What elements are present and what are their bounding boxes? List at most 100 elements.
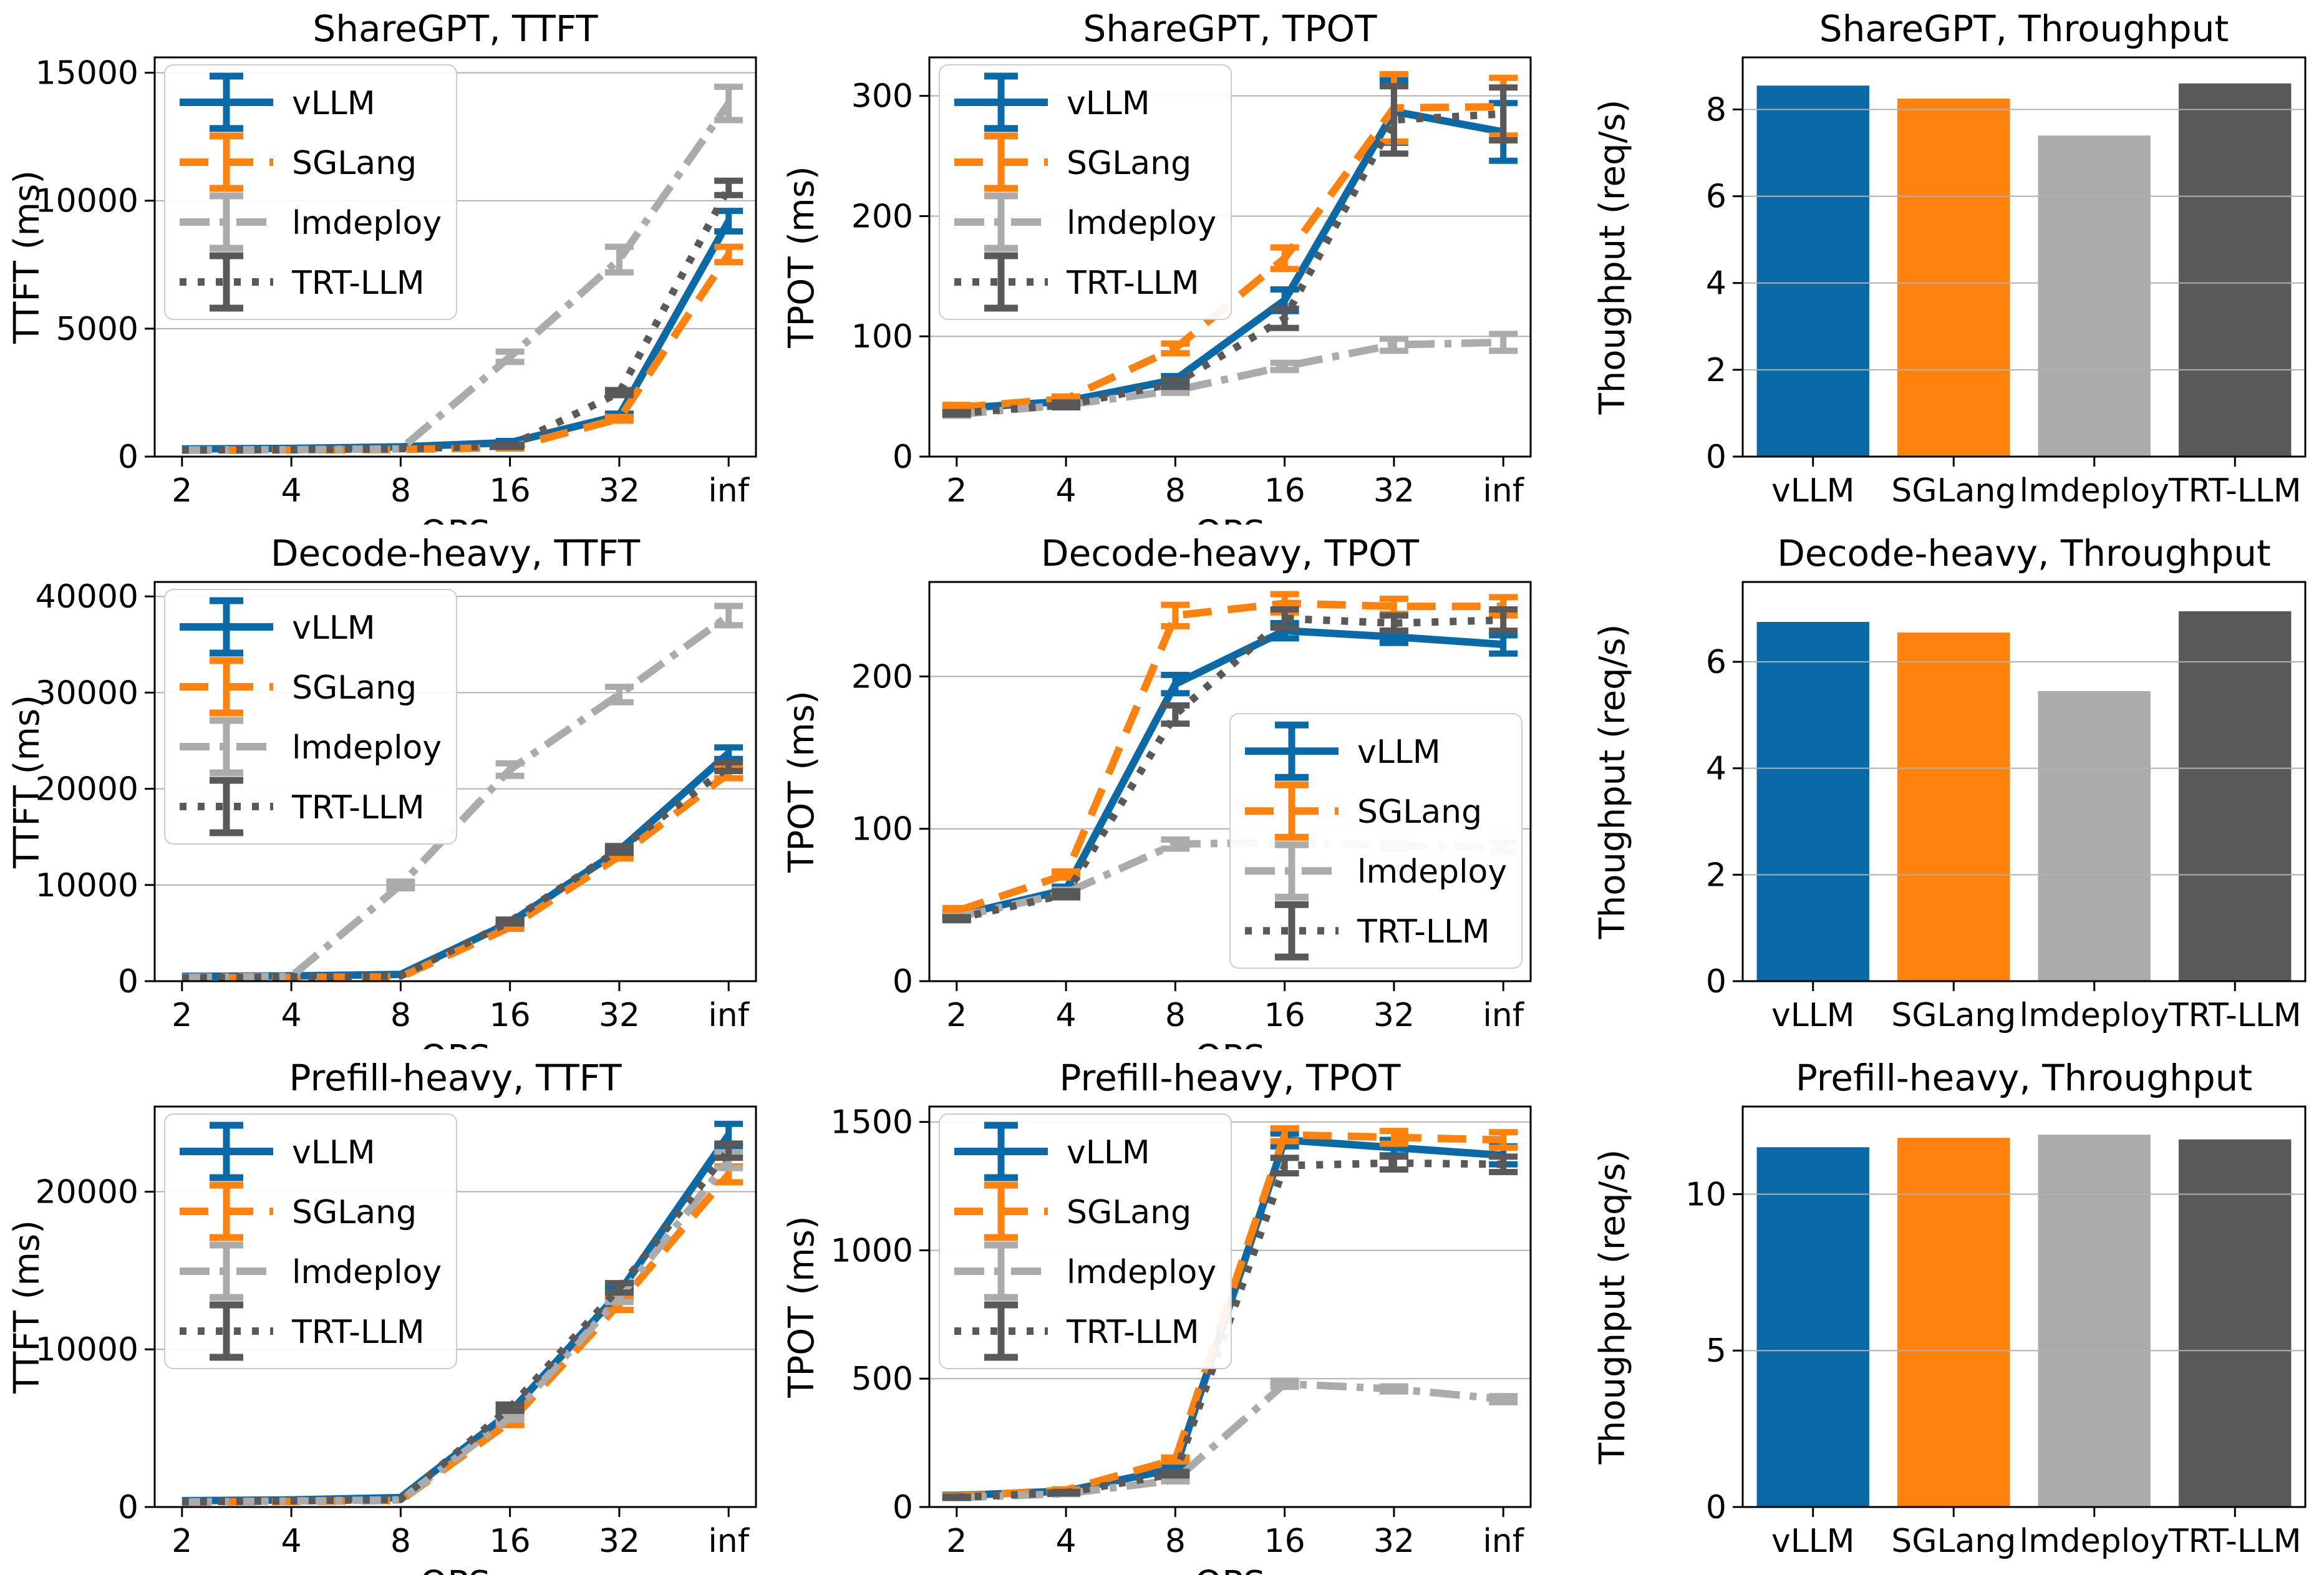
chart-decode-heavy-throughput: 0 2 4 6 vLLM SGLang lmdeploy TRT-LLM Decode-heav… <box>1549 525 2324 1049</box>
axes-frame <box>1741 1105 2307 1508</box>
legend-label-TRT-LLM: TRT-LLM <box>291 1314 425 1351</box>
legend: vLLM SGLang lmdeploy TRT-LLM <box>164 64 457 320</box>
xtick-label: 32 <box>599 472 640 510</box>
axes-frame <box>153 56 757 458</box>
axes-frame <box>153 581 757 982</box>
bar-lmdeploy <box>2038 1135 2151 1507</box>
decode-heavy-tpot-chart: 0 100 200 2 4 8 16 32 inf Decode-heavy, TPOT QPS TP… <box>782 532 1532 1049</box>
y-axis-label: Thoughput (req/s) <box>1592 1150 1633 1465</box>
xtick-label: SGLang <box>1891 472 2016 510</box>
bar-SGLang <box>1897 99 2010 457</box>
xtick-label: 16 <box>1264 1523 1305 1560</box>
ytick-label: 0 <box>1706 963 1726 1001</box>
xtick-label: 32 <box>1373 1523 1415 1560</box>
series-lmdeploy <box>182 603 743 981</box>
ytick-label: 10 <box>1685 1176 1726 1213</box>
sharegpt-ttft-chart: 0 5000 10000 15000 2 4 8 16 32 inf ShareGPT, TTFT Q… <box>7 7 757 525</box>
bar-lmdeploy <box>2038 135 2151 457</box>
chart-prefill-heavy-throughput: 0 5 10 vLLM SGLang lmdeploy TRT-LLM Prefill-hea… <box>1549 1049 2324 1575</box>
sharegpt-tpot-chart: 0 100 200 300 2 4 8 16 32 inf ShareGPT, TPOT QPS TPO… <box>782 7 1532 525</box>
legend-label-SGLang: SGLang <box>1067 1194 1191 1231</box>
ytick-label: 40000 <box>36 578 138 616</box>
ytick-label: 500 <box>851 1360 913 1398</box>
chart-title: Decode-heavy, TPOT <box>1041 532 1420 574</box>
series-TRT-LLM <box>182 1140 743 1506</box>
xtick-label: TRT-LLM <box>2168 472 2302 510</box>
xtick-label: 2 <box>946 472 967 510</box>
series-lmdeploy <box>942 1377 1518 1502</box>
bar-vLLM <box>1756 85 1869 457</box>
xtick-label: 32 <box>1373 997 1415 1034</box>
axes-frame <box>1741 581 2307 982</box>
ytick-label: 200 <box>851 198 913 235</box>
prefill-heavy-ttft-chart: 0 10000 20000 2 4 8 16 32 inf Prefill-heavy, TTFT… <box>7 1057 757 1575</box>
xtick-label: 2 <box>172 472 192 510</box>
y-axis-label: TTFT (ms) <box>7 170 47 344</box>
prefill-heavy-throughput-chart: 0 5 10 vLLM SGLang lmdeploy TRT-LLM Prefill-hea… <box>1592 1057 2307 1560</box>
xtick-label: inf <box>708 997 750 1034</box>
bar-vLLM <box>1756 1147 1869 1507</box>
legend-label-lmdeploy: lmdeploy <box>1067 205 1216 242</box>
xtick-label: 16 <box>490 472 531 510</box>
xtick-label: inf <box>1483 1523 1524 1560</box>
legend-label-TRT-LLM: TRT-LLM <box>1357 913 1490 951</box>
xtick-label: 2 <box>946 997 967 1034</box>
chart-title: Prefill-heavy, TPOT <box>1060 1057 1401 1099</box>
series-TRT-LLM <box>182 177 743 454</box>
xtick-label: inf <box>1483 472 1524 510</box>
xtick-label: 8 <box>390 1523 411 1560</box>
axes-frame <box>928 56 1532 458</box>
xtick-label: vLLM <box>1771 1523 1855 1560</box>
xtick-label: 8 <box>390 997 411 1034</box>
xtick-label: lmdeploy <box>2020 472 2169 510</box>
y-axis-label: Thoughput (req/s) <box>1592 624 1633 940</box>
x-axis-label: QPS <box>1194 513 1265 525</box>
xtick-label: SGLang <box>1891 1523 2016 1560</box>
y-axis-label: Thoughput (req/s) <box>1592 100 1633 415</box>
ytick-label: 8 <box>1706 91 1726 128</box>
chart-sharegpt-throughput: 0 2 4 6 8 vLLM SGLang lmdeploy TRT-LLM ShareGPT, … <box>1549 0 2324 525</box>
xtick-label: 2 <box>946 1523 967 1560</box>
legend-label-lmdeploy: lmdeploy <box>292 729 442 767</box>
legend-label-vLLM: vLLM <box>1067 85 1150 122</box>
chart-title: Prefill-heavy, Throughput <box>1796 1057 2252 1099</box>
xtick-label: 32 <box>1373 472 1415 510</box>
bar-TRT-LLM <box>2179 1139 2292 1507</box>
legend-label-vLLM: vLLM <box>1067 1134 1150 1171</box>
ytick-label: 10000 <box>36 867 138 904</box>
ytick-label: 30000 <box>36 674 138 712</box>
xtick-label: inf <box>708 472 750 510</box>
bar-lmdeploy <box>2038 691 2151 981</box>
chart-sharegpt-tpot: 0 100 200 300 2 4 8 16 32 inf ShareGPT, TPOT QPS TPO… <box>775 0 1549 525</box>
ytick-label: 5000 <box>56 311 138 348</box>
xtick-label: 32 <box>599 1523 640 1560</box>
ytick-label: 4 <box>1706 265 1726 303</box>
chart-sharegpt-ttft: 0 5000 10000 15000 2 4 8 16 32 inf ShareGPT, TTFT Q… <box>0 0 775 525</box>
xtick-label: 8 <box>1165 1523 1186 1560</box>
ytick-label: 2 <box>1706 352 1726 389</box>
legend: vLLM SGLang lmdeploy TRT-LLM <box>939 64 1232 320</box>
xtick-label: vLLM <box>1771 997 1855 1034</box>
chart-decode-heavy-tpot: 0 100 200 2 4 8 16 32 inf Decode-heavy, TPOT QPS TP… <box>775 525 1549 1049</box>
xtick-label: TRT-LLM <box>2168 997 2302 1034</box>
bar-SGLang <box>1897 1138 2010 1507</box>
legend-label-TRT-LLM: TRT-LLM <box>291 264 425 302</box>
decode-heavy-ttft-chart: 0 10000 20000 30000 40000 2 4 8 16 32 inf Decode-he… <box>7 532 757 1049</box>
chart-title: Prefill-heavy, TTFT <box>289 1057 622 1099</box>
x-axis-label: QPS <box>420 1564 490 1575</box>
bar-SGLang <box>1897 632 2010 981</box>
legend-label-lmdeploy: lmdeploy <box>292 1254 442 1291</box>
xtick-label: inf <box>1483 997 1524 1034</box>
xtick-label: 4 <box>1056 997 1077 1034</box>
legend-label-lmdeploy: lmdeploy <box>1357 853 1507 891</box>
legend-label-TRT-LLM: TRT-LLM <box>291 789 425 826</box>
series-lmdeploy <box>182 84 743 454</box>
series-TRT-LLM <box>942 606 1518 924</box>
ytick-label: 0 <box>893 1489 913 1526</box>
y-axis-label: TTFT (ms) <box>7 695 47 869</box>
legend-label-lmdeploy: lmdeploy <box>292 205 442 242</box>
xtick-label: vLLM <box>1771 472 1855 510</box>
chart-title: Decode-heavy, TTFT <box>271 532 641 574</box>
ytick-label: 0 <box>118 1489 138 1526</box>
legend: vLLM SGLang lmdeploy TRT-LLM <box>1229 713 1523 969</box>
